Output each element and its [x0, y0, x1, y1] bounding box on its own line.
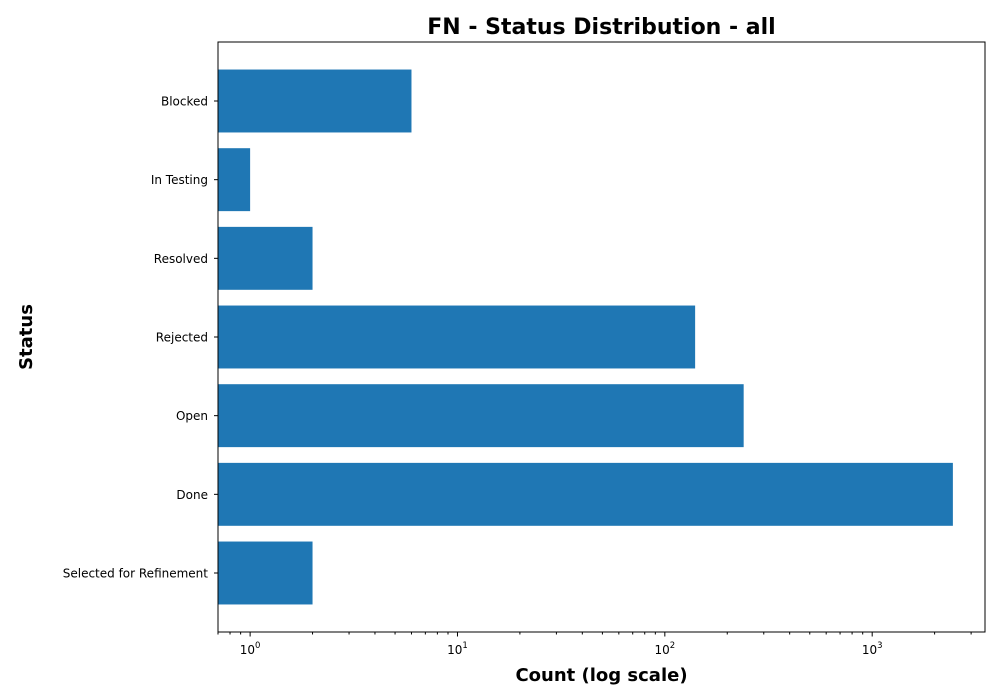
bar-selected-for-refinement: [218, 541, 313, 605]
y-tick-label: Blocked: [161, 95, 208, 109]
bar-in-testing: [218, 148, 251, 212]
y-tick-label: Open: [176, 409, 208, 423]
chart-title: FN - Status Distribution - all: [427, 15, 775, 40]
bar-resolved: [218, 226, 313, 290]
x-tick-label: 101: [447, 641, 468, 657]
x-axis-label: Count (log scale): [515, 665, 687, 686]
y-tick-label: In Testing: [151, 173, 208, 187]
bar-done: [218, 462, 953, 526]
x-tick-label: 100: [240, 641, 261, 657]
x-tick-label: 102: [654, 641, 675, 657]
y-tick-label: Resolved: [154, 252, 208, 266]
y-axis-label: Status: [16, 304, 37, 370]
y-axis-ticks: Selected for Refinement Done Open Rejected R…: [63, 95, 218, 581]
x-axis-ticks: 100 101 102 103: [217, 632, 972, 657]
bar-open: [218, 384, 744, 448]
bar-rejected: [218, 305, 696, 369]
y-tick-label: Selected for Refinement: [63, 567, 209, 581]
bar-blocked: [218, 69, 412, 133]
bars-group: [218, 69, 953, 605]
y-tick-label: Done: [176, 488, 208, 502]
x-tick-label: 103: [862, 641, 883, 657]
y-tick-label: Rejected: [156, 331, 208, 345]
